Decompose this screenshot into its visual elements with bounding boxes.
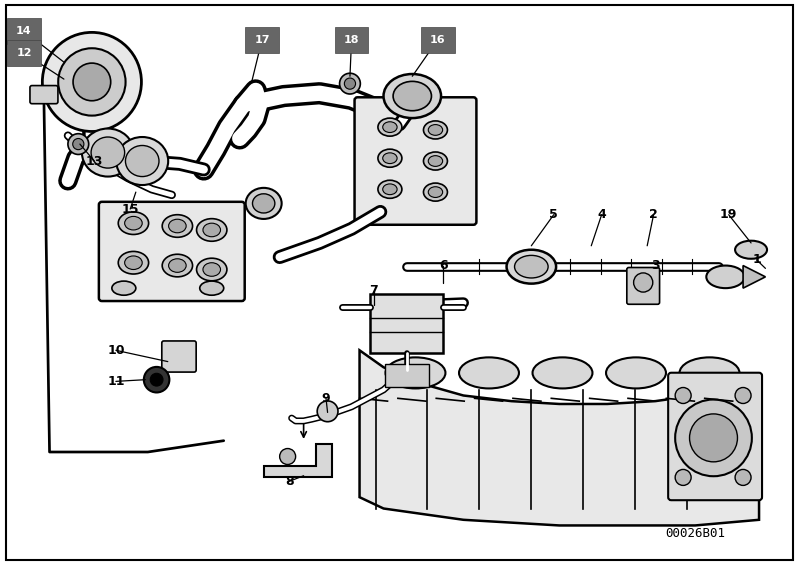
Ellipse shape (393, 81, 431, 111)
FancyBboxPatch shape (335, 27, 368, 53)
Ellipse shape (428, 156, 443, 167)
Circle shape (73, 138, 84, 150)
FancyBboxPatch shape (245, 27, 279, 53)
FancyBboxPatch shape (7, 40, 41, 66)
FancyBboxPatch shape (370, 294, 443, 353)
Text: 12: 12 (16, 48, 32, 58)
Text: 9: 9 (322, 392, 330, 405)
Text: 11: 11 (107, 375, 125, 388)
Ellipse shape (125, 146, 159, 177)
Circle shape (150, 373, 163, 386)
FancyBboxPatch shape (384, 364, 429, 387)
Text: 13: 13 (85, 154, 103, 168)
Circle shape (690, 414, 737, 462)
Text: 5: 5 (550, 208, 558, 221)
Ellipse shape (606, 357, 666, 389)
Circle shape (340, 73, 360, 94)
Circle shape (68, 134, 89, 154)
Ellipse shape (383, 153, 397, 164)
Ellipse shape (82, 128, 134, 176)
Ellipse shape (428, 125, 443, 136)
Ellipse shape (112, 281, 136, 295)
Circle shape (58, 48, 125, 116)
FancyBboxPatch shape (7, 18, 41, 44)
Ellipse shape (197, 258, 227, 281)
Ellipse shape (125, 256, 142, 270)
FancyBboxPatch shape (668, 373, 762, 500)
Text: 16: 16 (430, 34, 446, 45)
Circle shape (735, 388, 751, 403)
Ellipse shape (423, 152, 447, 170)
Text: 2: 2 (650, 208, 658, 221)
Ellipse shape (383, 122, 397, 133)
FancyBboxPatch shape (355, 97, 476, 225)
Ellipse shape (203, 263, 221, 276)
Polygon shape (360, 350, 759, 525)
Text: 10: 10 (107, 344, 125, 357)
FancyBboxPatch shape (421, 27, 455, 53)
Circle shape (42, 32, 141, 132)
Ellipse shape (378, 149, 402, 167)
Ellipse shape (383, 184, 397, 194)
Ellipse shape (459, 357, 519, 389)
Circle shape (735, 470, 751, 485)
Ellipse shape (169, 219, 186, 233)
Text: 19: 19 (720, 208, 737, 221)
Text: 14: 14 (16, 26, 32, 36)
Polygon shape (264, 444, 332, 477)
Circle shape (280, 449, 296, 464)
Circle shape (317, 401, 338, 421)
Text: 7: 7 (370, 284, 378, 298)
Text: 8: 8 (285, 475, 293, 488)
Ellipse shape (246, 188, 282, 219)
Ellipse shape (162, 215, 193, 237)
Ellipse shape (386, 357, 446, 389)
Ellipse shape (197, 219, 227, 241)
Ellipse shape (428, 186, 443, 197)
Text: 4: 4 (598, 208, 606, 221)
Circle shape (144, 367, 169, 393)
Ellipse shape (507, 250, 556, 284)
Ellipse shape (118, 251, 149, 274)
Ellipse shape (680, 357, 740, 389)
Circle shape (344, 78, 356, 89)
Ellipse shape (515, 255, 548, 278)
Ellipse shape (423, 121, 447, 139)
Circle shape (634, 273, 653, 292)
Circle shape (675, 388, 691, 403)
Text: 6: 6 (439, 259, 447, 272)
Ellipse shape (200, 281, 224, 295)
Ellipse shape (117, 137, 168, 185)
Ellipse shape (252, 194, 275, 213)
Polygon shape (743, 266, 765, 288)
Text: 00026B01: 00026B01 (665, 527, 725, 541)
Text: 18: 18 (344, 34, 360, 45)
Ellipse shape (118, 212, 149, 234)
Ellipse shape (125, 216, 142, 230)
Ellipse shape (91, 137, 125, 168)
FancyBboxPatch shape (626, 267, 660, 305)
Text: 1: 1 (753, 253, 761, 267)
Ellipse shape (162, 254, 193, 277)
FancyBboxPatch shape (30, 85, 58, 104)
Ellipse shape (203, 223, 221, 237)
Ellipse shape (384, 74, 441, 118)
Ellipse shape (169, 259, 186, 272)
Circle shape (73, 63, 111, 101)
Ellipse shape (735, 241, 767, 259)
Text: 17: 17 (254, 34, 270, 45)
Ellipse shape (378, 118, 402, 136)
Circle shape (675, 470, 691, 485)
Ellipse shape (532, 357, 592, 389)
Ellipse shape (378, 180, 402, 198)
Ellipse shape (706, 266, 745, 288)
Text: 15: 15 (121, 202, 139, 216)
FancyBboxPatch shape (161, 341, 197, 372)
Circle shape (675, 399, 752, 476)
Ellipse shape (423, 183, 447, 201)
FancyBboxPatch shape (99, 202, 244, 301)
Text: 3: 3 (651, 259, 659, 272)
